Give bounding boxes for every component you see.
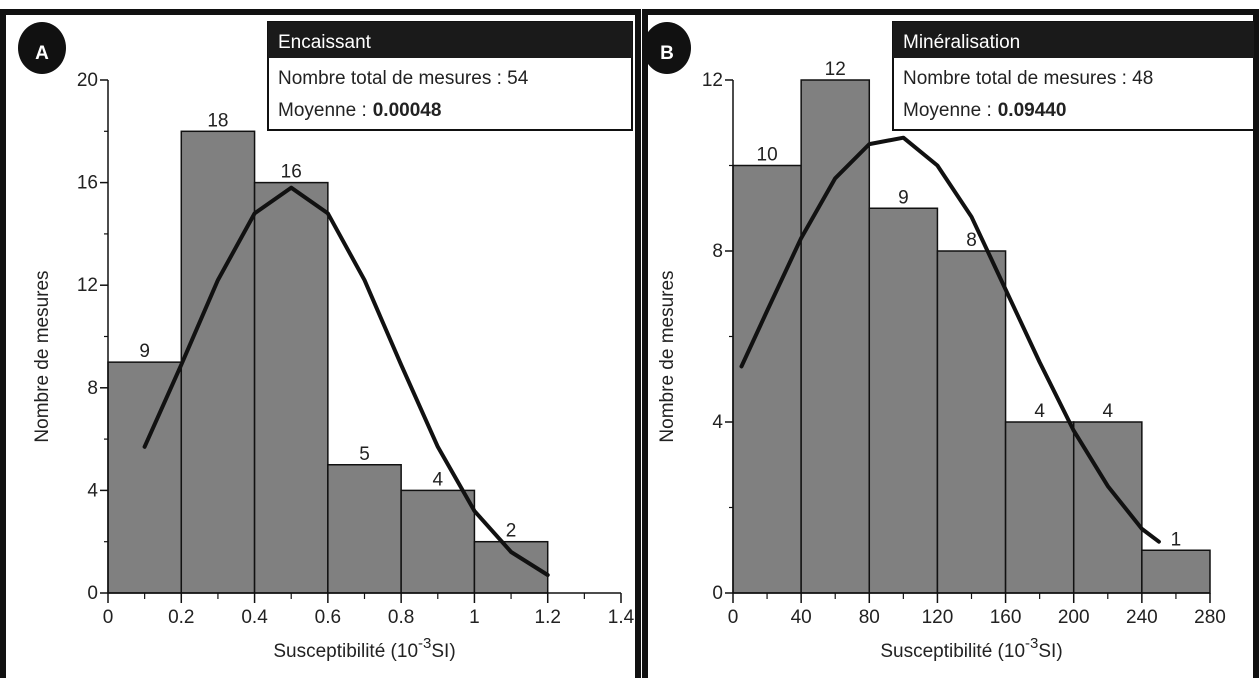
bar-label: 18 bbox=[207, 110, 228, 131]
info-box-header bbox=[893, 22, 1254, 58]
y-tick-label: 8 bbox=[712, 241, 723, 262]
fit-curve bbox=[739, 135, 1161, 544]
info-box-header bbox=[268, 22, 632, 58]
bar bbox=[800, 79, 871, 594]
x-axis-label-part: Susceptibilité (10 bbox=[880, 641, 1025, 662]
info-box-mean: Moyenne : 0.09440 bbox=[903, 100, 1066, 121]
mean-value: 0.00048 bbox=[373, 100, 442, 121]
bar bbox=[732, 164, 802, 594]
bar-label: 5 bbox=[359, 444, 370, 465]
info-box-title: Minéralisation bbox=[903, 32, 1020, 53]
x-tick-label: 0.6 bbox=[315, 607, 341, 628]
x-tick-label: 40 bbox=[791, 607, 812, 628]
bar-label: 1 bbox=[1171, 529, 1182, 550]
x-tick-label: 0.4 bbox=[241, 607, 268, 628]
x-axis-label-part: SI) bbox=[431, 641, 455, 662]
x-tick-label: 1 bbox=[469, 607, 480, 628]
y-tick-label: 0 bbox=[712, 583, 723, 604]
x-tick-label: 200 bbox=[1058, 607, 1090, 628]
x-axis-label-part: Susceptibilité (10 bbox=[273, 641, 418, 662]
y-tick-label: 20 bbox=[77, 70, 98, 91]
bar bbox=[327, 464, 402, 594]
x-tick-label: 160 bbox=[990, 607, 1022, 628]
x-tick-label: 0 bbox=[103, 607, 114, 628]
x-tick-label: 1.2 bbox=[535, 607, 561, 628]
bar bbox=[868, 207, 939, 594]
bar-label: 4 bbox=[1102, 401, 1113, 422]
mean-label: Moyenne : bbox=[278, 100, 367, 121]
y-tick-label: 12 bbox=[702, 70, 723, 91]
x-axis-label-part: -3 bbox=[418, 635, 431, 652]
x-tick-label: 80 bbox=[859, 607, 880, 628]
panel-letter: B bbox=[660, 43, 674, 64]
bar-label: 8 bbox=[966, 230, 977, 251]
bar-label: 9 bbox=[898, 187, 909, 208]
y-tick-label: 12 bbox=[77, 275, 98, 296]
panel-frame bbox=[642, 9, 1259, 678]
y-tick-label: 16 bbox=[77, 173, 98, 194]
bar-label: 9 bbox=[139, 341, 150, 362]
info-box-count: Nombre total de mesures : 48 bbox=[903, 68, 1153, 89]
y-axis-label: Nombre de mesures bbox=[32, 270, 53, 442]
panel-badge bbox=[643, 22, 691, 74]
bar bbox=[1004, 421, 1075, 594]
y-tick-label: 0 bbox=[87, 583, 98, 604]
bar bbox=[400, 489, 476, 594]
bar bbox=[1141, 549, 1211, 594]
panel-frame bbox=[0, 9, 641, 678]
x-axis-label-part: SI) bbox=[1038, 641, 1062, 662]
x-axis-label: Susceptibilité (10-3SI) bbox=[880, 635, 1062, 662]
bar bbox=[936, 250, 1007, 594]
x-axis-label-part: -3 bbox=[1025, 635, 1038, 652]
x-tick-label: 1.4 bbox=[608, 607, 635, 628]
bar bbox=[253, 181, 329, 594]
fit-curve bbox=[142, 185, 550, 577]
x-tick-label: 0.8 bbox=[388, 607, 414, 628]
x-tick-label: 280 bbox=[1194, 607, 1226, 628]
y-tick-label: 4 bbox=[87, 480, 98, 501]
info-box-mean: Moyenne : 0.00048 bbox=[278, 100, 441, 121]
info-box-count: Nombre total de mesures : 54 bbox=[278, 68, 529, 89]
mean-value: 0.09440 bbox=[998, 100, 1067, 121]
bar-label: 4 bbox=[1034, 401, 1045, 422]
bar-label: 10 bbox=[757, 145, 778, 166]
bar-label: 2 bbox=[506, 521, 517, 542]
bar-label: 4 bbox=[432, 469, 443, 490]
bar bbox=[180, 130, 256, 594]
x-axis-label: Susceptibilité (10-3SI) bbox=[273, 635, 455, 662]
info-box-title: Encaissant bbox=[278, 32, 372, 53]
bar-label: 16 bbox=[281, 162, 302, 183]
bar-label: 12 bbox=[825, 59, 846, 80]
x-tick-label: 0 bbox=[728, 607, 739, 628]
mean-label: Moyenne : bbox=[903, 100, 992, 121]
x-tick-label: 0.2 bbox=[168, 607, 194, 628]
panel-badge bbox=[18, 22, 66, 74]
x-tick-label: 240 bbox=[1126, 607, 1158, 628]
y-tick-label: 8 bbox=[87, 378, 98, 399]
bar bbox=[107, 361, 183, 594]
y-axis-label: Nombre de mesures bbox=[657, 270, 678, 442]
x-tick-label: 120 bbox=[922, 607, 954, 628]
y-tick-label: 4 bbox=[712, 412, 723, 433]
panel-letter: A bbox=[35, 43, 49, 64]
